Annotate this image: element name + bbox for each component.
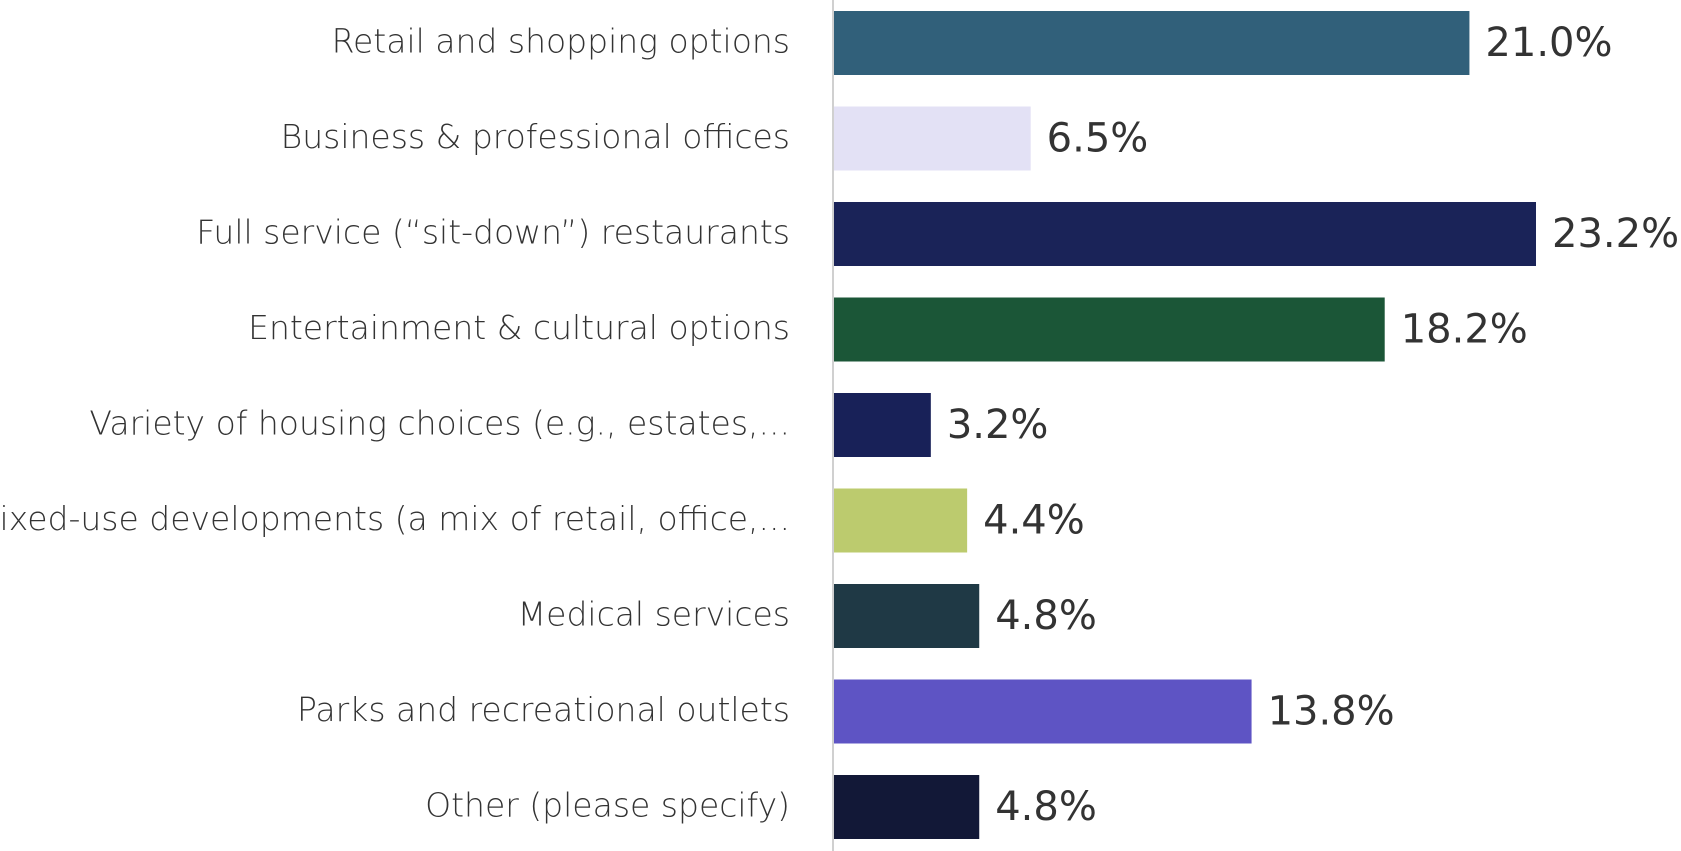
category-label: Full service (“sit-down”) restaurants bbox=[196, 213, 790, 252]
bar bbox=[834, 584, 980, 648]
value-label: 21.0% bbox=[1485, 20, 1612, 66]
category-label: Business & professional offices bbox=[281, 117, 790, 156]
value-label: 23.2% bbox=[1552, 211, 1679, 257]
bar bbox=[834, 297, 1385, 362]
value-label: 4.8% bbox=[995, 784, 1097, 830]
value-label: 4.4% bbox=[983, 498, 1085, 544]
category-label: Medical services bbox=[518, 595, 790, 634]
category-label: Variety of housing choices (e.g., estate… bbox=[89, 404, 790, 443]
category-label: Entertainment & cultural options bbox=[248, 308, 790, 347]
bar bbox=[834, 488, 968, 553]
category-label: Retail and shopping options bbox=[332, 22, 790, 61]
value-label: 3.2% bbox=[947, 402, 1049, 448]
bar bbox=[834, 11, 1470, 75]
value-label: 6.5% bbox=[1047, 116, 1149, 162]
bar bbox=[834, 106, 1031, 171]
category-label: Other (please specify) bbox=[425, 786, 790, 825]
value-label: 13.8% bbox=[1268, 689, 1395, 735]
bar bbox=[834, 679, 1252, 744]
bar bbox=[834, 202, 1536, 266]
category-label: Parks and recreational outlets bbox=[297, 690, 790, 729]
category-label: Mixed-use developments (a mix of retail,… bbox=[0, 499, 790, 538]
value-label: 18.2% bbox=[1401, 307, 1528, 353]
bar bbox=[834, 775, 980, 839]
bar bbox=[834, 393, 931, 457]
value-label: 4.8% bbox=[995, 593, 1097, 639]
